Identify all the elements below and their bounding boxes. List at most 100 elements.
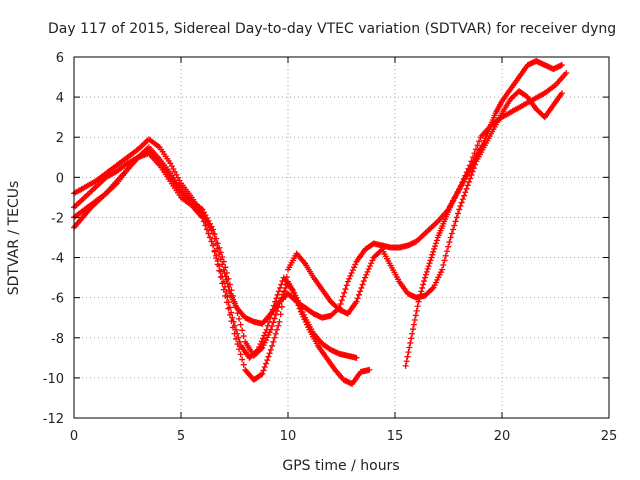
data-point — [236, 315, 243, 322]
data-point — [454, 210, 461, 217]
data-point — [237, 321, 244, 328]
data-point — [418, 288, 425, 295]
data-point — [411, 317, 418, 324]
data-point — [352, 261, 359, 268]
data-point — [427, 257, 434, 264]
data-point — [276, 300, 283, 307]
data-point — [429, 251, 436, 258]
y-tick-label: -4 — [51, 252, 64, 267]
data-point — [366, 263, 373, 270]
data-point — [281, 288, 288, 295]
data-point — [431, 245, 438, 252]
data-point — [419, 284, 426, 291]
data-point — [462, 189, 469, 196]
data-point — [226, 311, 233, 318]
data-point — [416, 295, 423, 302]
data-point — [420, 281, 427, 288]
data-point — [476, 138, 483, 145]
y-tick-label: 6 — [56, 51, 64, 66]
x-tick-label: 5 — [177, 429, 185, 444]
data-point — [440, 262, 447, 269]
data-point — [222, 283, 229, 290]
data-point — [421, 274, 428, 281]
data-point — [225, 305, 232, 312]
data-point — [404, 353, 411, 360]
data-point — [259, 370, 266, 377]
data-point — [353, 354, 360, 361]
data-point — [342, 286, 349, 293]
data-point — [422, 271, 429, 278]
data-point — [358, 284, 365, 291]
data-point — [234, 310, 241, 317]
data-point — [355, 291, 362, 298]
data-point — [453, 214, 460, 221]
data-point — [270, 302, 277, 309]
data-point — [293, 294, 300, 301]
y-tick-label: -12 — [43, 412, 64, 427]
data-point — [351, 264, 358, 271]
grid-lines — [74, 57, 609, 418]
data-point — [271, 334, 278, 341]
data-point — [357, 288, 364, 295]
data-point — [229, 292, 236, 299]
data-point — [267, 314, 274, 321]
data-point — [299, 308, 306, 315]
data-point — [360, 278, 367, 285]
x-axis-label: GPS time / hours — [282, 458, 399, 474]
data-point — [234, 341, 241, 348]
data-point — [260, 367, 267, 374]
data-point — [240, 333, 247, 340]
data-point — [216, 244, 223, 251]
data-point — [233, 326, 240, 333]
data-point — [338, 297, 345, 304]
data-point — [205, 230, 212, 237]
data-point — [225, 275, 232, 282]
data-point — [412, 312, 419, 319]
data-point — [277, 284, 284, 291]
data-point — [442, 252, 449, 259]
data-point — [273, 326, 280, 333]
data-point — [363, 271, 370, 278]
data-point — [353, 298, 360, 305]
data-point — [447, 234, 454, 241]
data-point — [267, 326, 274, 333]
data-point — [365, 266, 372, 273]
data-point — [223, 299, 230, 306]
data-point — [208, 238, 215, 245]
data-point — [402, 362, 409, 369]
data-point — [240, 361, 247, 368]
data-point — [259, 335, 266, 342]
data-point — [362, 274, 369, 281]
data-point — [231, 298, 238, 305]
data-point — [563, 70, 570, 77]
data-point — [222, 264, 229, 271]
data-point — [344, 278, 351, 285]
series-track-e — [402, 58, 565, 369]
data-point — [277, 297, 284, 304]
data-point — [210, 242, 217, 249]
data-point — [349, 267, 356, 274]
data-point — [456, 206, 463, 213]
data-point — [266, 350, 273, 357]
data-point — [220, 286, 227, 293]
data-point — [407, 339, 414, 346]
data-point — [270, 338, 277, 345]
data-point — [222, 292, 229, 299]
data-point — [282, 284, 289, 291]
data-markers — [71, 58, 570, 387]
data-point — [341, 289, 348, 296]
data-point — [236, 346, 243, 353]
y-tick-label: -6 — [51, 292, 64, 307]
data-point — [228, 287, 235, 294]
data-point — [233, 335, 240, 342]
data-point — [269, 306, 276, 313]
data-point — [428, 254, 435, 261]
data-point — [231, 330, 238, 337]
data-point — [458, 199, 465, 206]
y-axis-label: SDTVAR / TECUs — [6, 181, 22, 296]
data-point — [233, 304, 240, 311]
data-point — [451, 222, 458, 229]
x-tick-label: 20 — [494, 429, 511, 444]
data-point — [364, 268, 371, 275]
